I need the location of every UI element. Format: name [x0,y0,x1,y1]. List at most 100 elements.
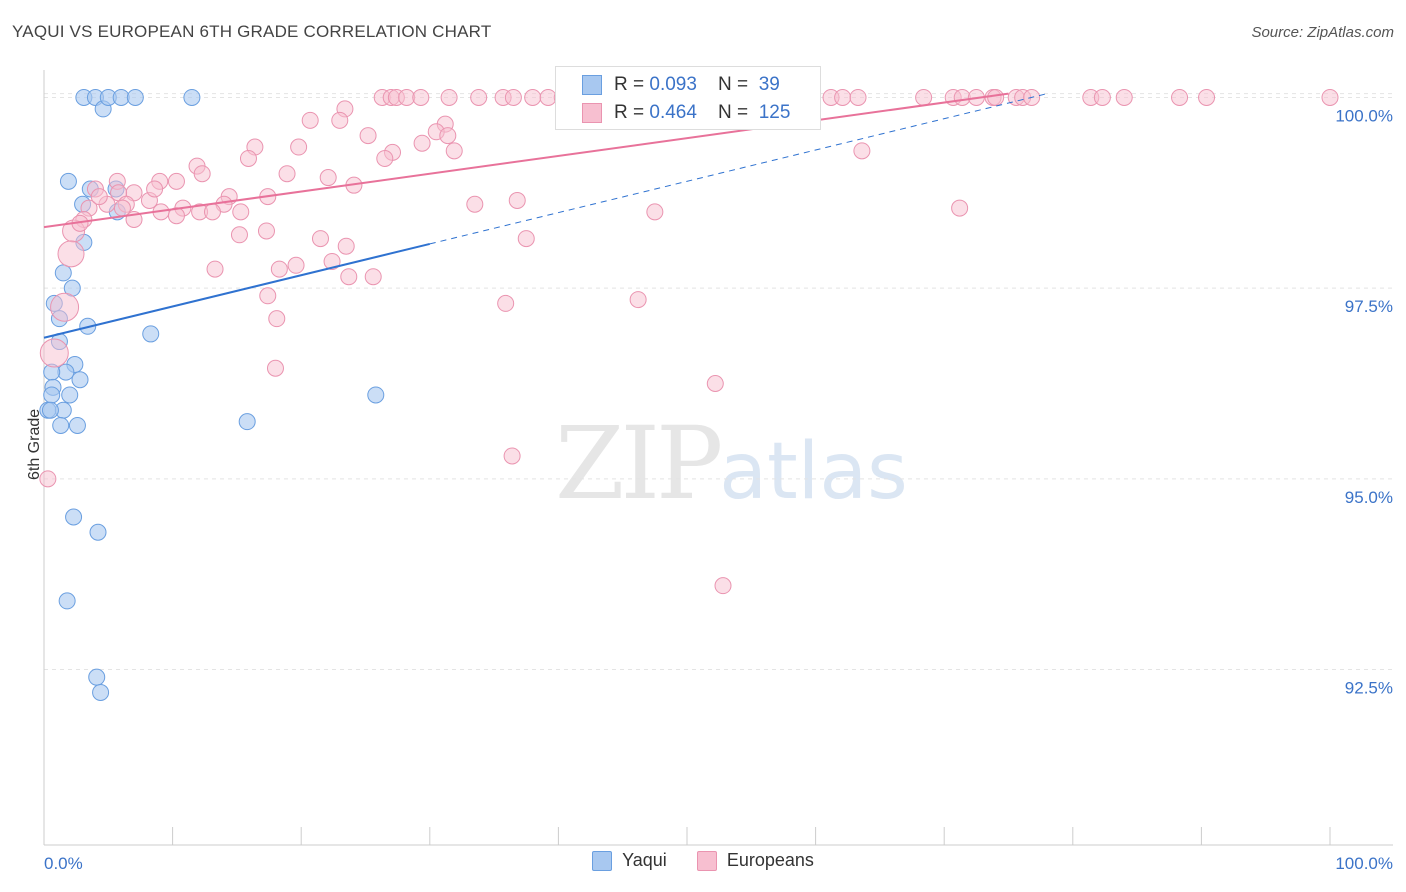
yaqui-point [61,386,79,404]
europeans-point [364,268,382,286]
europeans-point [39,470,57,488]
europeans-point [508,191,526,209]
yaqui-point [41,401,59,419]
europeans-point [113,199,131,217]
europeans-point [278,165,296,183]
europeans-trend-line [43,92,1009,229]
europeans-point [167,172,185,190]
yaqui-trend-extension [429,93,1048,245]
stats-text-europeans: R = 0.464 N = 125 [614,102,791,123]
source-label: Source: ZipAtlas.com [1251,24,1394,41]
yaqui-point [68,416,86,434]
europeans-point [239,149,257,167]
y-tick-label: 97.5% [1345,297,1393,316]
europeans-point [853,142,871,160]
stats-row-europeans: R = 0.464 N = 125 [582,100,790,126]
europeans-point [1321,88,1339,106]
yaqui-point [238,413,256,431]
chart-title: YAQUI VS EUROPEAN 6TH GRADE CORRELATION … [12,22,492,41]
legend-label-yaqui: Yaqui [622,850,667,870]
europeans-point [259,287,277,305]
europeans-point [398,88,416,106]
legend-item-yaqui[interactable]: Yaqui [592,850,667,871]
europeans-point [268,310,286,328]
europeans-point [193,165,211,183]
europeans-point [951,199,969,217]
europeans-point [1171,88,1189,106]
y-tick-label: 95.0% [1345,488,1393,507]
stats-box: R = 0.093 N = 39 R = 0.464 N = 125 [555,66,821,130]
europeans-point [203,203,221,221]
europeans-point [340,268,358,286]
x-tick-label: 100.0% [1335,854,1393,873]
y-tick-label: 100.0% [1335,106,1393,125]
legend-swatch-yaqui [592,850,613,871]
europeans-point [266,359,284,377]
europeans-point [517,230,535,248]
europeans-point [257,222,275,240]
europeans-point [503,447,521,465]
yaqui-point [367,386,385,404]
europeans-point [90,188,108,206]
europeans-point [57,240,85,268]
legend: Yaqui Europeans [0,850,1406,871]
europeans-point [1115,88,1133,106]
europeans-point [376,149,394,167]
europeans-point [497,294,515,312]
yaqui-point [59,172,77,190]
legend-item-europeans[interactable]: Europeans [696,850,814,871]
yaqui-point [54,264,72,282]
europeans-point [539,88,557,106]
europeans-point [413,134,431,152]
europeans-point [953,88,971,106]
yaqui-point [65,508,83,526]
yaqui-point [57,363,75,381]
europeans-point [524,88,542,106]
europeans-point [359,127,377,145]
europeans-point [311,230,329,248]
europeans-point [714,577,732,595]
watermark: ZIPatlas [555,405,908,522]
europeans-point [337,237,355,255]
europeans-point [167,207,185,225]
yaqui-point [126,88,144,106]
europeans-point [706,375,724,393]
watermark-atlas: atlas [719,427,908,517]
stats-swatch-yaqui [582,75,602,95]
europeans-point [50,292,80,322]
europeans-point [466,195,484,213]
yaqui-point [71,371,89,389]
legend-swatch-europeans [696,850,717,871]
europeans-point [331,111,349,129]
watermark-zip: ZIP [555,405,723,522]
europeans-point [412,88,430,106]
stats-text-yaqui: R = 0.093 N = 39 [614,74,780,95]
europeans-point [270,260,288,278]
europeans-point [440,88,458,106]
europeans-point [915,88,933,106]
legend-label-europeans: Europeans [726,850,814,870]
europeans-point [849,88,867,106]
europeans-point [439,127,457,145]
yaqui-trend-line [43,242,431,339]
europeans-point [39,338,69,368]
stats-swatch-europeans [582,103,602,123]
stats-row-yaqui: R = 0.093 N = 39 [582,72,780,98]
europeans-point [206,260,224,278]
europeans-point [319,169,337,187]
yaqui-point [43,386,61,404]
y-axis-label: 6th Grade [26,408,43,480]
yaqui-point [112,88,130,106]
europeans-point [287,256,305,274]
europeans-point [301,111,319,129]
yaqui-point [142,325,160,343]
europeans-point [445,142,463,160]
europeans-point [290,138,308,156]
europeans-point [834,88,852,106]
europeans-point [646,203,664,221]
yaqui-point [88,668,106,686]
europeans-point [1093,88,1111,106]
x-tick-label: 0.0% [44,854,83,873]
europeans-point [1198,88,1216,106]
